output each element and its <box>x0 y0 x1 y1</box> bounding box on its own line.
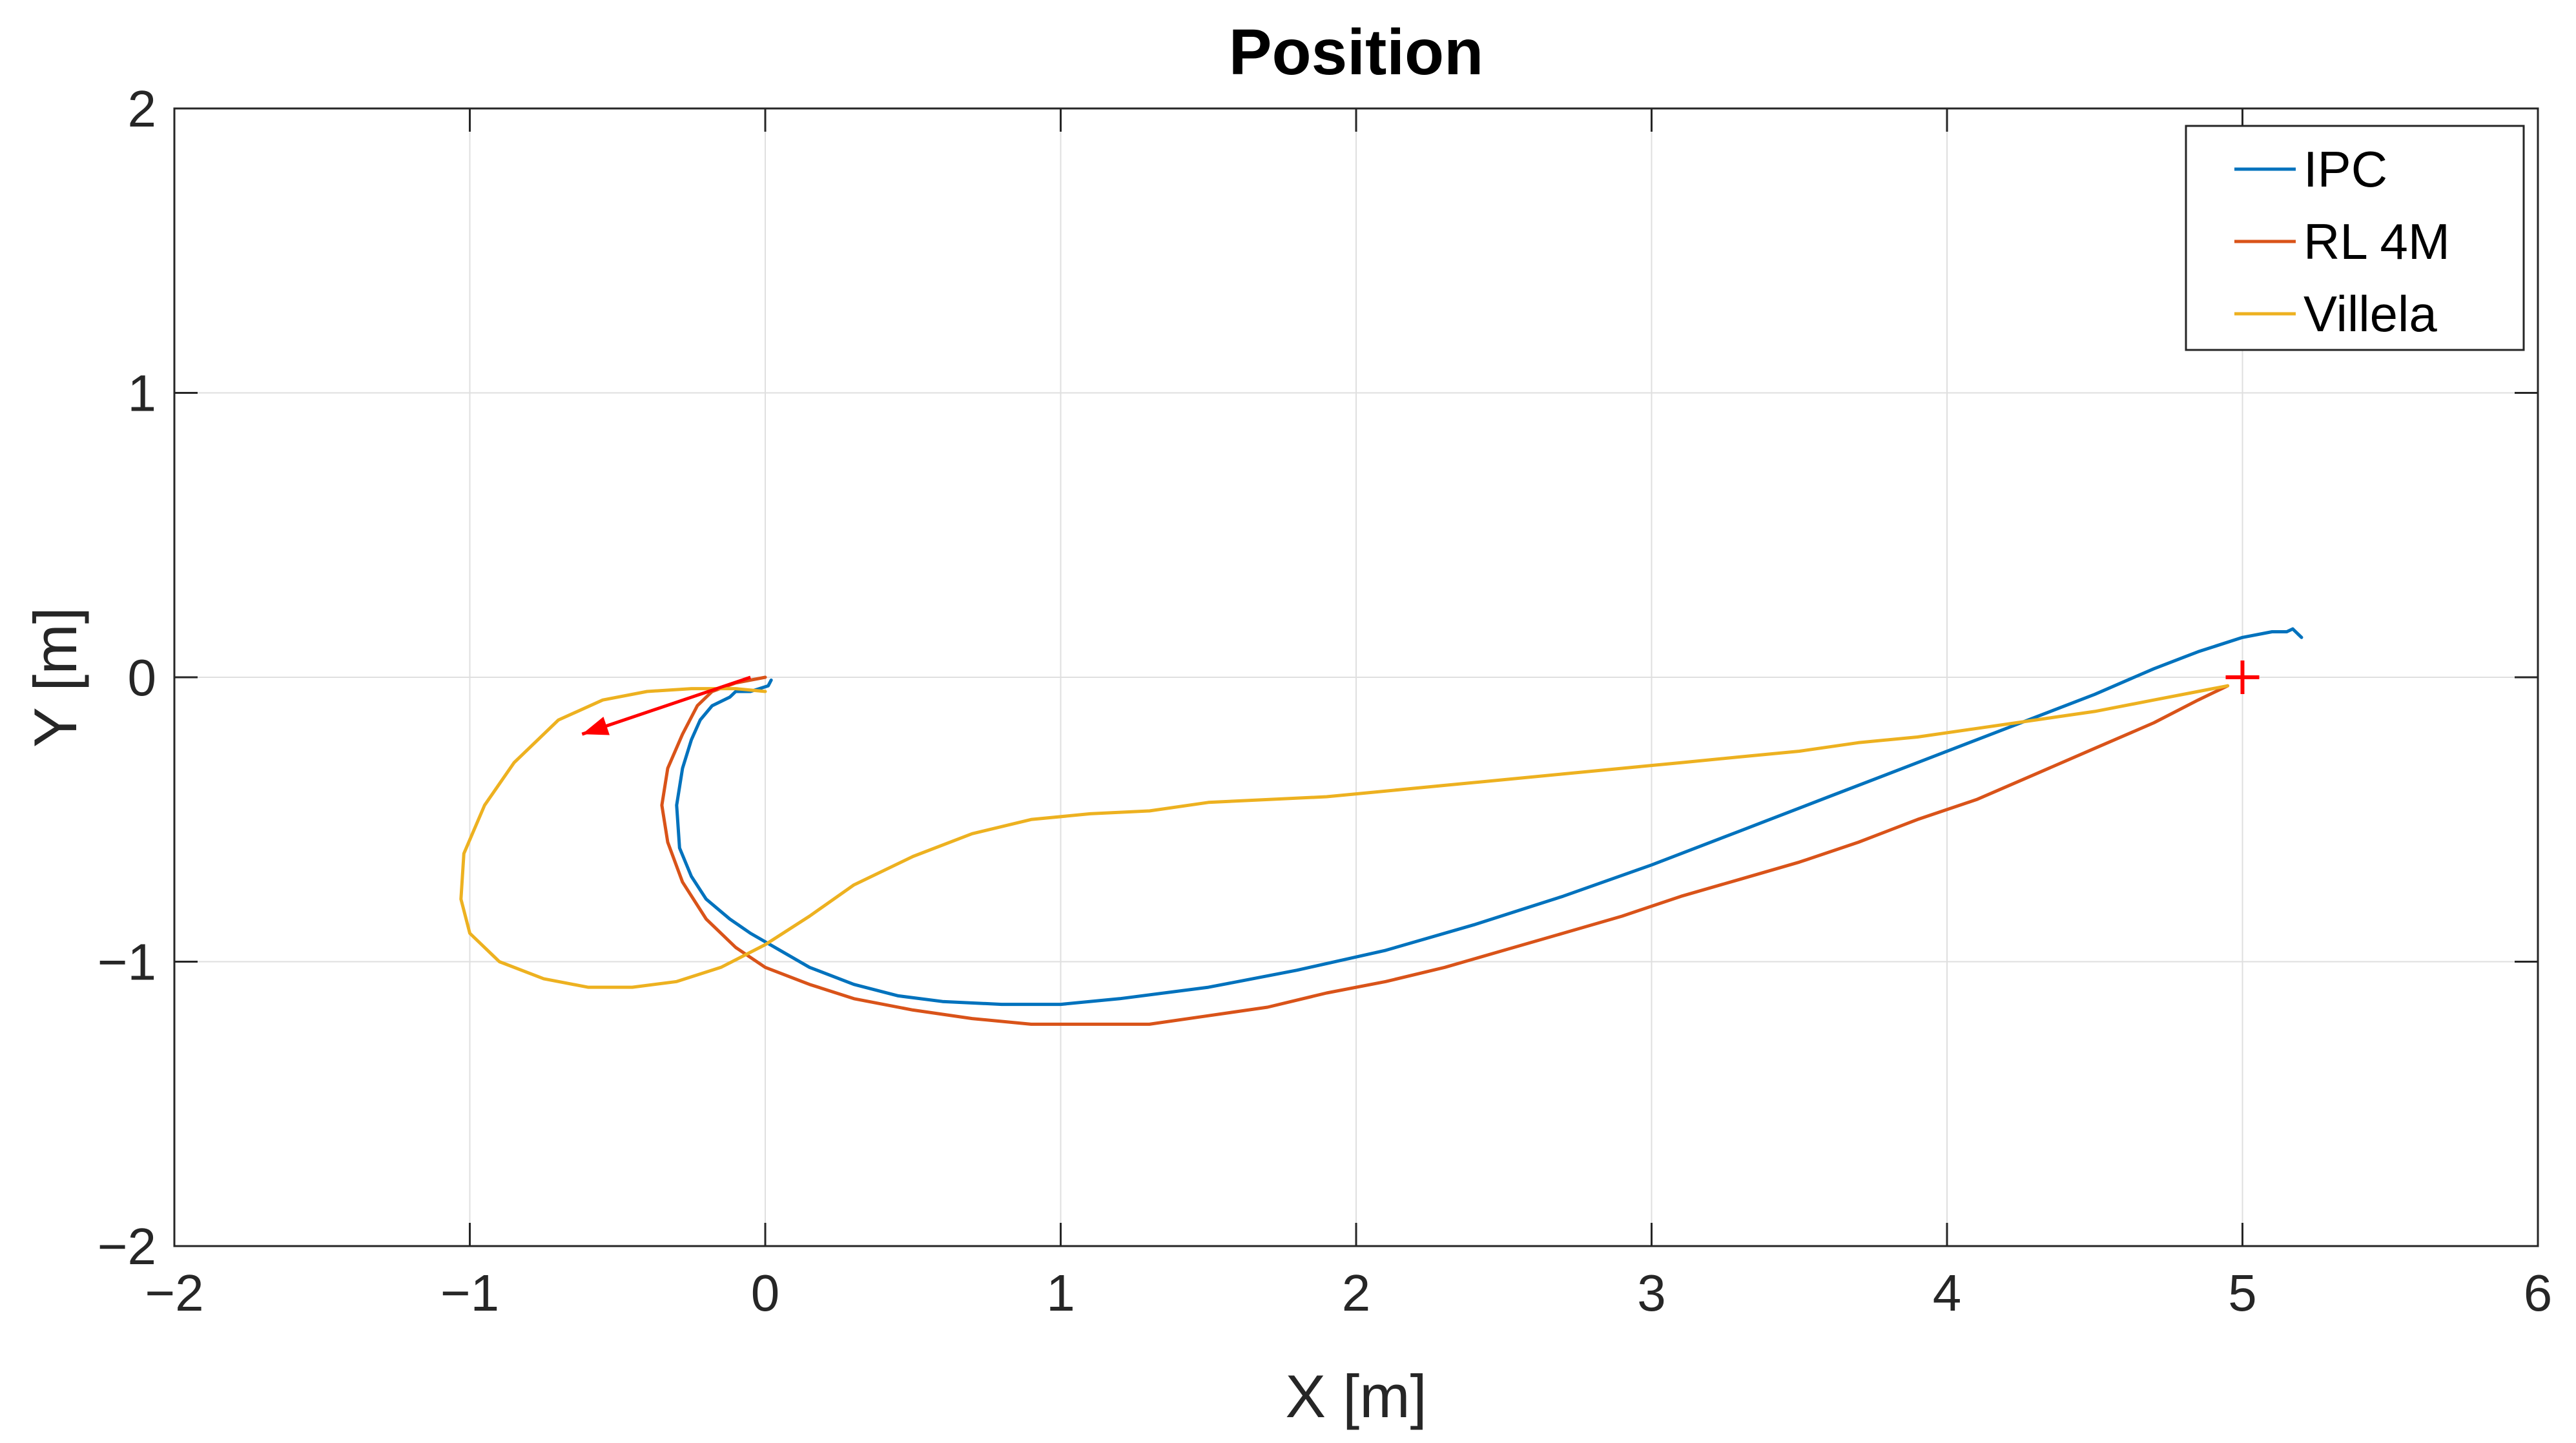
y-tick-label: −1 <box>98 934 156 991</box>
x-tick-label: 5 <box>2228 1264 2257 1322</box>
legend: IPC RL 4M Villela <box>2185 125 2525 351</box>
series-line-villela <box>459 684 2230 989</box>
y-tick-label: −2 <box>98 1218 156 1275</box>
tick-marks <box>173 107 2539 1247</box>
x-axis-label: X [m] <box>1285 1362 1427 1430</box>
heading-arrow-shaft <box>581 675 751 736</box>
y-tick-label: 2 <box>128 80 157 138</box>
x-tick-labels: −2 −1 0 1 2 3 4 5 6 <box>145 1264 2552 1322</box>
x-tick-label: 6 <box>2524 1264 2553 1322</box>
x-tick-label: 1 <box>1046 1264 1075 1322</box>
legend-label: RL 4M <box>2303 213 2450 270</box>
series-line-ipc <box>675 627 2303 1007</box>
legend-label: Villela <box>2303 285 2437 342</box>
y-tick-label: 0 <box>128 649 157 706</box>
x-tick-label: 3 <box>1637 1264 1666 1322</box>
x-tick-label: 0 <box>751 1264 780 1322</box>
y-tick-label: 1 <box>128 365 157 422</box>
heading-arrow-head <box>582 717 610 735</box>
series-lines <box>459 627 2303 1026</box>
y-tick-labels: −2 −1 0 1 2 <box>98 80 156 1275</box>
x-tick-label: −1 <box>440 1264 499 1322</box>
chart-title: Position <box>1229 16 1483 88</box>
x-tick-label: 2 <box>1342 1264 1371 1322</box>
legend-label: IPC <box>2303 141 2387 198</box>
series-line-rl-4m <box>660 675 2230 1026</box>
x-tick-label: −2 <box>145 1264 203 1322</box>
x-tick-label: 4 <box>1933 1264 1962 1322</box>
annotations <box>581 660 2260 736</box>
y-axis-label: Y [m] <box>21 607 89 748</box>
